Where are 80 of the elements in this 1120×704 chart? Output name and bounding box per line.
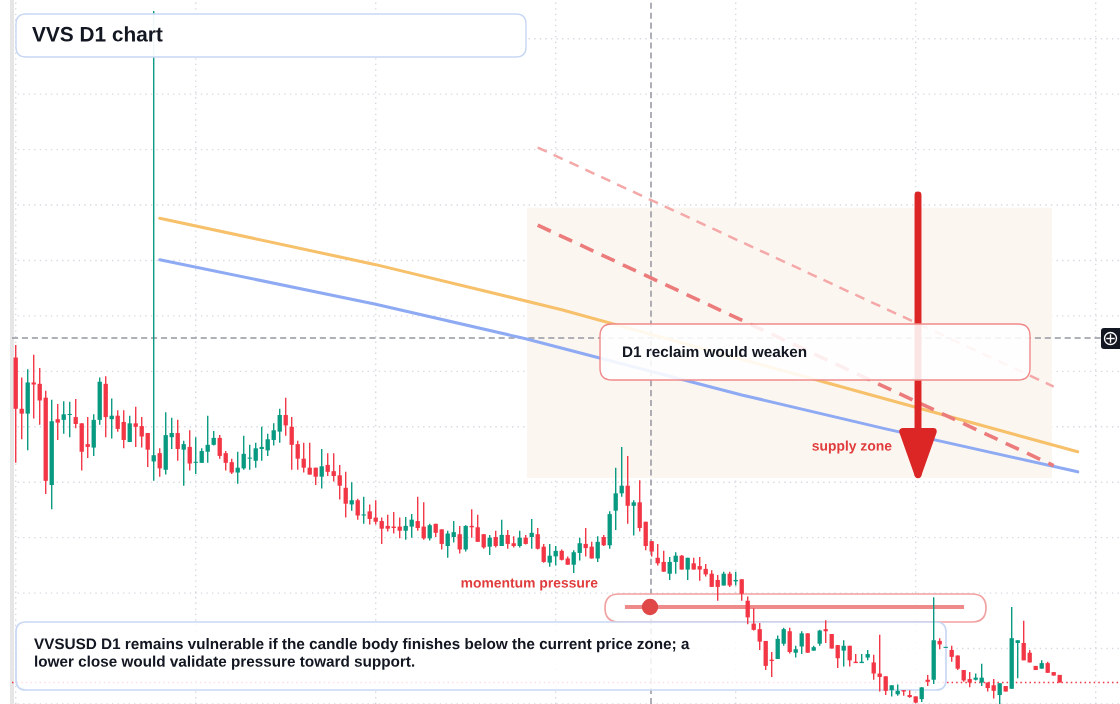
candlestick [379, 516, 384, 545]
candlestick [31, 354, 36, 420]
candlestick [133, 406, 138, 448]
candlestick [781, 627, 786, 647]
candlestick [145, 432, 150, 468]
annotation: D1 reclaim would weaken [623, 345, 807, 358]
candlestick [505, 529, 510, 550]
candlestick [235, 451, 240, 485]
candlestick [715, 574, 720, 602]
candlestick [355, 498, 360, 521]
candlestick [73, 398, 78, 429]
candlestick [697, 556, 702, 582]
candlestick [127, 415, 132, 443]
candlestick [115, 409, 120, 433]
candlestick [487, 534, 492, 556]
candlestick [1021, 620, 1026, 662]
candlestick [457, 525, 462, 555]
candlestick [265, 433, 270, 457]
candlestick [799, 630, 804, 655]
candlestick [343, 471, 348, 519]
candlestick [451, 520, 456, 544]
band-label: supply zone [812, 440, 892, 454]
candlestick [577, 536, 582, 562]
candlestick [979, 663, 984, 687]
candlestick [739, 578, 744, 602]
candlestick [277, 408, 282, 444]
candlestick [463, 524, 468, 553]
candlestick [547, 543, 552, 568]
candlestick [19, 376, 24, 440]
candlestick [997, 682, 1002, 704]
candlestick [571, 549, 576, 574]
candlestick [187, 429, 192, 472]
candlestick [439, 528, 444, 551]
candlestick [775, 634, 780, 660]
candlestick [841, 639, 846, 668]
candlestick [331, 452, 336, 483]
candlestick [541, 543, 546, 564]
candlestick [361, 496, 366, 525]
candlestick [415, 496, 420, 532]
annotation: momentum pressure [461, 578, 598, 591]
candlestick [319, 448, 324, 490]
candlestick [325, 452, 330, 477]
candlestick [631, 499, 636, 537]
candlestick [475, 514, 480, 543]
candlestick [271, 422, 276, 447]
candlestick [205, 415, 210, 464]
candlestick [835, 644, 840, 669]
candlestick [289, 416, 294, 471]
candlestick [403, 516, 408, 541]
candlestick [367, 503, 372, 526]
candlestick [61, 400, 66, 435]
candlestick [175, 419, 180, 462]
candlestick [757, 622, 762, 651]
candlestick [625, 455, 630, 525]
candlestick [223, 450, 228, 472]
text: VVS D1 chart [32, 26, 163, 42]
candlestick [181, 439, 186, 487]
candlestick [871, 654, 876, 681]
candlestick [883, 675, 888, 696]
candlestick [253, 442, 258, 469]
candlestick [217, 434, 222, 460]
candlestick [139, 416, 144, 449]
candlestick [499, 518, 504, 547]
candlestick [1015, 639, 1020, 680]
candlestick [409, 513, 414, 539]
candlestick [787, 627, 792, 655]
candlestick [121, 409, 126, 449]
annotation: VVSUSD D1 remains vulnerable if the candle body finishes below the current price zone; a lower close would validate pressure toward support. [34, 638, 690, 670]
candlestick [85, 416, 90, 459]
candlestick [295, 439, 300, 471]
candlestick [613, 466, 618, 531]
candlestick [805, 632, 810, 654]
candlestick [55, 403, 60, 441]
candlestick [301, 442, 306, 474]
candlestick [667, 556, 672, 581]
candlestick [337, 464, 342, 501]
candlestick [307, 442, 312, 476]
candlestick [991, 678, 996, 700]
candlestick [157, 447, 162, 478]
candlestick [661, 550, 666, 573]
